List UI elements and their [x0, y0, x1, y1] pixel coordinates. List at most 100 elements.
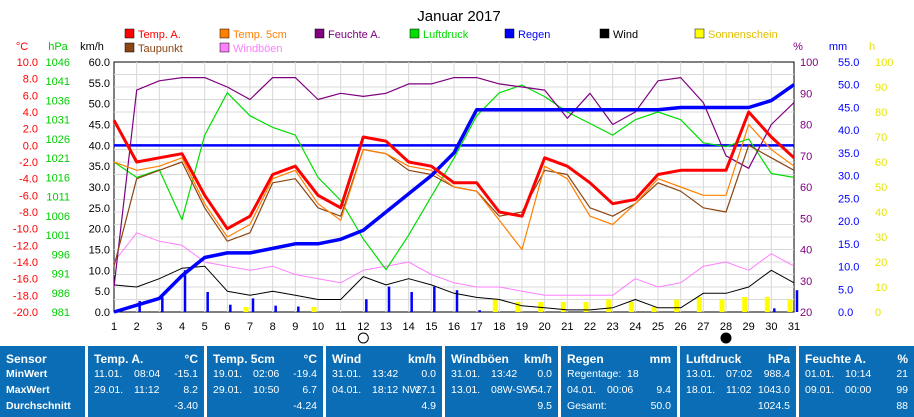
axis-unit-label: % — [793, 41, 803, 53]
axis-tick-label: 1036 — [46, 95, 70, 107]
temp-a-min-time: 08:04 — [134, 368, 161, 380]
series-line-windb-en — [113, 232, 795, 296]
humidity-max-date: 09.01. — [805, 384, 835, 396]
bar-regen-t-glich- — [387, 286, 391, 312]
bar-regen-t-glich- — [138, 301, 141, 312]
temp-5cm-min-time: 02:06 — [253, 368, 280, 380]
bar-regen-t-glich- — [455, 290, 459, 312]
rain-total-label: Gesamt: — [567, 400, 607, 412]
x-tick-label: 2 — [134, 321, 140, 333]
stats-humidity-panel: Feuchte A.% 01.01. 10:14 21 09.01. 00:00 99 … — [799, 346, 914, 417]
axis-tick-label: 50 — [800, 213, 812, 225]
wind-max-value: 27.1 — [415, 384, 436, 396]
axis-tick-label: 45.0 — [89, 120, 110, 132]
x-tick-label: 31 — [788, 321, 800, 333]
new-moon-icon — [720, 332, 732, 344]
axis-tick-label: 1001 — [46, 230, 70, 242]
chart-title: Januar 2017 — [417, 8, 500, 25]
legend-swatch — [314, 28, 325, 39]
axis-tick-label: 40 — [875, 207, 887, 219]
temp-5cm-max-date: 29.01. — [213, 384, 243, 396]
humidity-average: 88 — [896, 400, 908, 412]
bar-regen-t-glich- — [229, 304, 232, 312]
axis-unit-label: h — [869, 41, 875, 53]
bar-sonnenschein — [764, 297, 770, 312]
wind-max-direction: NW — [402, 384, 420, 396]
axis-tick-label: 40.0 — [89, 140, 110, 152]
temp-5cm-average: -4.24 — [293, 400, 317, 412]
axis-tick-label: 100 — [800, 57, 818, 69]
x-tick-label: 22 — [584, 321, 596, 333]
stats-humidity-unit: % — [897, 352, 908, 366]
axis-tick-label: 0.0 — [838, 307, 853, 319]
axis-tick-label: -10.0 — [13, 224, 38, 236]
axis-tick-label: 60 — [875, 157, 887, 169]
stats-wind-unit: km/h — [407, 352, 436, 366]
axis-tick-label: 40.0 — [838, 125, 859, 137]
x-tick-label: 11 — [335, 321, 346, 333]
axis-tick-label: 1016 — [46, 172, 70, 184]
axis-tick-label: 0.0 — [23, 140, 38, 152]
series-line-regen — [113, 83, 796, 314]
rain-max-time: 00:06 — [607, 384, 634, 396]
x-tick-label: 1 — [111, 321, 117, 333]
stats-sensor-panel: Sensor MinWert MaxWert Durchschnitt — [0, 346, 85, 417]
axis-tick-label: 2.0 — [23, 124, 38, 136]
axis-tick-label: 70 — [800, 151, 812, 163]
wind-min-time: 13:42 — [372, 368, 399, 380]
stats-rain-unit: mm — [649, 352, 671, 366]
stats-min-label: MinWert — [6, 368, 48, 380]
axis-tick-label: 35.0 — [838, 148, 859, 160]
stats-pressure-unit: hPa — [767, 352, 790, 366]
bar-sonnenschein — [560, 302, 566, 312]
temp-a-min-date: 11.01. — [94, 368, 123, 380]
legend-label: Taupunkt — [138, 43, 183, 55]
weather-chart: Januar 2017 Temp. A. Temp. 5cm Feuchte A. L… — [12, 8, 894, 344]
stats-separator — [323, 346, 326, 417]
bar-sonnenschein — [628, 302, 634, 312]
axis-tick-label: 50.0 — [89, 99, 110, 111]
gusts-max-date: 13.01. — [451, 384, 481, 396]
axis-tick-label: 30 — [875, 232, 887, 244]
bar-regen-t-glich- — [206, 292, 209, 312]
humidity-max-value: 99 — [896, 384, 908, 396]
temp-5cm-max-time: 10:50 — [253, 384, 280, 396]
axis-tick-label: 15.0 — [838, 239, 859, 251]
x-tick-label: 4 — [179, 321, 185, 333]
series-line-temp-cm — [113, 123, 795, 251]
x-tick-label: 14 — [403, 321, 415, 333]
axis-tick-label: 6.0 — [23, 90, 38, 102]
x-tick-label: 27 — [697, 321, 709, 333]
bar-regen-t-glich- — [433, 286, 436, 312]
axis-unit-label: mm — [829, 41, 847, 53]
x-tick-label: 5 — [202, 321, 208, 333]
bar-regen-t-glich- — [410, 292, 413, 312]
axis-tick-label: 1046 — [46, 57, 70, 69]
x-tick-label: 26 — [675, 321, 687, 333]
humidity-min-time: 10:14 — [845, 368, 872, 380]
stats-pressure-title: Luftdruck — [686, 352, 742, 366]
axis-tick-label: 5.0 — [838, 284, 853, 296]
axis-tick-label: 1041 — [46, 76, 70, 88]
bar-sonnenschein — [742, 297, 748, 312]
legend-swatch — [599, 28, 610, 39]
legend-label: Luftdruck — [423, 29, 469, 41]
rain-max-date: 04.01. — [567, 384, 597, 396]
axis-tick-label: 20.0 — [89, 224, 110, 236]
stats-temp-5cm-panel: Temp. 5cm °C 19.01. 02:06 -19.4 29.01. 10:50… — [207, 346, 323, 417]
x-tick-label: 24 — [629, 321, 641, 333]
gusts-min-date: 31.01. — [451, 368, 481, 380]
legend-label: Feuchte A. — [328, 29, 381, 41]
stats-temp-a-title: Temp. A. — [94, 352, 144, 366]
x-tick-label: 30 — [765, 321, 777, 333]
gusts-min-time: 13:42 — [491, 368, 518, 380]
axis-tick-label: 20 — [875, 257, 887, 269]
chart-legend: Temp. A. Temp. 5cm Feuchte A. Luftdruck Rege… — [124, 28, 778, 55]
axis-tick-label: 1021 — [46, 153, 70, 165]
axis-tick-label: 70 — [875, 132, 887, 144]
axis-tick-label: 30.0 — [89, 182, 110, 194]
legend-swatch — [504, 28, 515, 39]
stats-wind-panel: Wind km/h 31.01. 13:42 0.0 04.01. 18:12 NW 27.… — [326, 346, 442, 417]
axis-tick-label: 90 — [800, 88, 812, 100]
humidity-min-date: 01.01. — [805, 368, 835, 380]
